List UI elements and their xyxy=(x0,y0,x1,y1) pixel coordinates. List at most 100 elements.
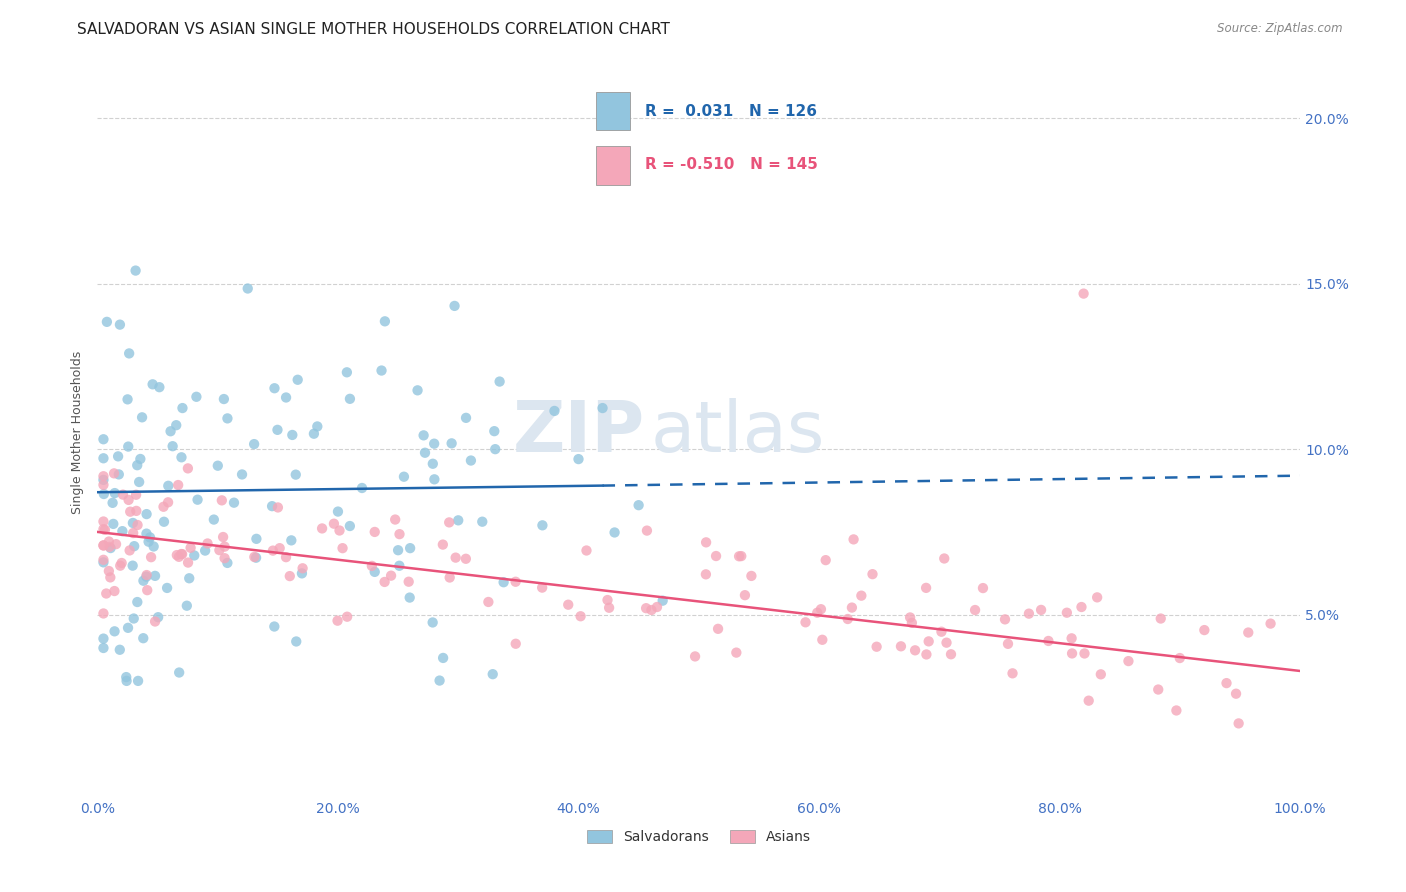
Point xyxy=(98,570,121,584)
Point xyxy=(481,667,503,681)
Point xyxy=(101,496,124,510)
Point xyxy=(285,634,308,648)
Point xyxy=(374,574,396,589)
Point xyxy=(810,602,832,616)
Point xyxy=(245,532,267,546)
Text: ZIP: ZIP xyxy=(512,398,644,467)
Point xyxy=(627,498,650,512)
Point xyxy=(146,610,169,624)
Point xyxy=(1237,625,1260,640)
Point xyxy=(117,392,139,407)
Point xyxy=(291,561,314,575)
Point xyxy=(156,581,179,595)
Point xyxy=(263,619,285,633)
Point xyxy=(118,346,141,360)
Point xyxy=(374,314,396,328)
Point xyxy=(1018,607,1040,621)
Point xyxy=(398,591,420,605)
Point xyxy=(108,642,131,657)
Point xyxy=(557,598,579,612)
Point xyxy=(93,487,115,501)
Point xyxy=(111,556,134,570)
Point xyxy=(162,439,184,453)
Point xyxy=(132,574,155,588)
Point xyxy=(107,450,129,464)
Point xyxy=(152,500,174,514)
Point xyxy=(865,640,887,654)
Point xyxy=(143,615,166,629)
Point xyxy=(1077,694,1099,708)
Point xyxy=(598,600,620,615)
Point xyxy=(311,521,333,535)
Point xyxy=(360,558,382,573)
Point xyxy=(399,541,422,556)
Point xyxy=(454,551,477,566)
Point xyxy=(429,673,451,688)
Point xyxy=(323,516,346,531)
Point xyxy=(135,569,157,583)
Point xyxy=(640,603,662,617)
Point xyxy=(93,478,115,492)
Point xyxy=(1038,634,1060,648)
Point xyxy=(122,526,145,541)
Legend: Salvadorans, Asians: Salvadorans, Asians xyxy=(586,830,811,845)
Point xyxy=(97,534,120,549)
Point xyxy=(280,533,302,548)
Point xyxy=(267,500,290,515)
Point xyxy=(1215,676,1237,690)
Point xyxy=(97,564,120,578)
Point xyxy=(302,426,325,441)
Point xyxy=(898,610,921,624)
Point xyxy=(165,418,187,433)
Point xyxy=(129,452,152,467)
Point xyxy=(136,583,159,598)
Point xyxy=(170,450,193,465)
Point xyxy=(1001,666,1024,681)
Point xyxy=(187,492,209,507)
Point xyxy=(443,299,465,313)
Point xyxy=(725,646,748,660)
Point xyxy=(281,428,304,442)
Point xyxy=(488,375,510,389)
Point xyxy=(211,493,233,508)
Bar xyxy=(596,146,630,185)
Point xyxy=(505,637,527,651)
Point xyxy=(707,622,730,636)
Point xyxy=(437,516,460,530)
Point xyxy=(972,581,994,595)
Point xyxy=(575,543,598,558)
Point xyxy=(212,530,235,544)
Point xyxy=(1194,623,1216,637)
Point xyxy=(118,543,141,558)
Point xyxy=(1118,654,1140,668)
Point xyxy=(931,624,953,639)
Point xyxy=(398,574,420,589)
Point xyxy=(934,551,956,566)
Point xyxy=(862,567,884,582)
Point xyxy=(1060,632,1083,646)
Point xyxy=(266,423,288,437)
Point xyxy=(103,516,125,531)
Point xyxy=(1060,647,1083,661)
Point xyxy=(115,673,138,688)
Point xyxy=(131,410,153,425)
Point xyxy=(1168,651,1191,665)
Point xyxy=(423,436,446,450)
Point xyxy=(592,401,614,415)
Point xyxy=(422,457,444,471)
Point xyxy=(384,512,406,526)
Point xyxy=(492,575,515,590)
Point xyxy=(794,615,817,630)
Point xyxy=(214,551,236,566)
Point xyxy=(704,549,727,563)
Point xyxy=(167,665,190,680)
Text: R = -0.510   N = 145: R = -0.510 N = 145 xyxy=(645,157,818,172)
Point xyxy=(217,556,239,570)
Point xyxy=(222,496,245,510)
Point xyxy=(454,410,477,425)
Point xyxy=(440,436,463,450)
Point xyxy=(93,640,115,655)
Point xyxy=(172,401,194,415)
Point xyxy=(1147,682,1170,697)
Point xyxy=(115,670,138,684)
